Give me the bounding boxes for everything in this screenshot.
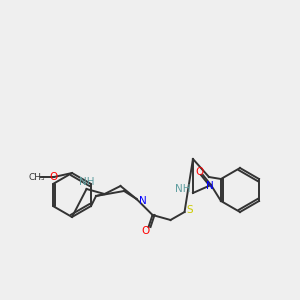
Text: O: O [141, 226, 150, 236]
Text: N: N [206, 181, 214, 191]
Text: CH₃: CH₃ [29, 172, 45, 182]
Text: N: N [139, 196, 146, 206]
Text: O: O [196, 167, 204, 177]
Text: S: S [187, 205, 193, 215]
Text: O: O [50, 172, 58, 182]
Text: NH: NH [79, 177, 94, 187]
Text: NH: NH [176, 184, 191, 194]
